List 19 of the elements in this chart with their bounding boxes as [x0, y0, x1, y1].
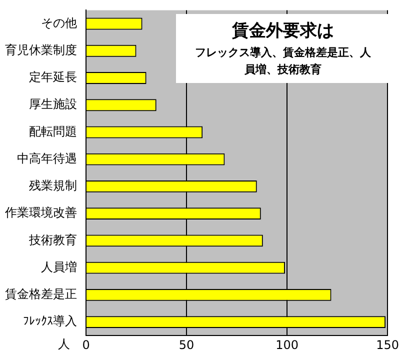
y-tick-label: 残業規制	[29, 178, 77, 193]
y-tick-label: 作業環境改善	[4, 206, 77, 220]
y-tick-label: 育児休業制度	[5, 43, 77, 57]
y-tick-label: 技術教育	[28, 232, 77, 247]
y-tick-label: 定年延長	[29, 70, 77, 84]
y-tick-label: 配転問題	[29, 124, 77, 138]
x-tick-label: 0	[82, 338, 90, 352]
y-tick-label: 中高年待遇	[17, 151, 77, 166]
text: 賃金外要求は	[231, 20, 335, 42]
x-tick-label: 150	[376, 338, 399, 352]
x-tick-label: 100	[276, 338, 298, 352]
y-tick-label: 厚生施設	[29, 97, 77, 112]
y-tick-label: ﾌﾚｯｸｽ導入	[23, 314, 77, 328]
text: フレックス導入、賃金格差是正、人員増、技術教育	[194, 45, 372, 78]
x-axis-title: 人	[58, 336, 70, 353]
y-tick-label: 賃金格差是正	[5, 287, 77, 302]
x-tick-label: 50	[178, 338, 194, 352]
y-tick-label: その他	[41, 16, 77, 30]
y-tick-label: 人員増	[41, 260, 77, 274]
